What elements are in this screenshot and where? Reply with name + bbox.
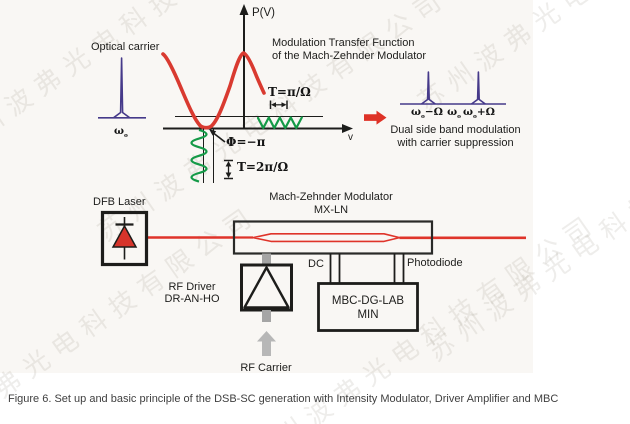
figure-caption: Figure 6. Set up and basic principle of …	[8, 393, 559, 405]
full-period-label: T=2π/Ω	[237, 160, 289, 174]
phase-arrow-line	[213, 132, 226, 143]
lower-sideband-peak	[421, 71, 436, 105]
suppressed-carrier-label: ωo	[447, 106, 461, 121]
mtf-title-line1: Modulation Transfer Function	[272, 37, 415, 49]
setup-diagram	[100, 210, 526, 356]
mzm-box	[232, 220, 434, 255]
mzm-label-line1: Mach-Zehnder Modulator	[269, 191, 393, 203]
phase-arrow-icon	[209, 129, 217, 136]
mbc-box	[317, 282, 419, 332]
upper-sideband-label: ωo+Ω	[462, 106, 495, 121]
dfb-laser-label: DFB Laser	[93, 196, 146, 208]
photodiode-label: Photodiode	[407, 257, 463, 269]
transfer-curve	[161, 51, 266, 130]
half-period-label: T=π/Ω	[268, 85, 311, 99]
optical-output-wave	[256, 116, 303, 130]
lower-sideband-label: ωo−Ω	[410, 106, 443, 121]
full-period-marker-icon	[224, 159, 233, 180]
optical-carrier-label: Optical carrier	[91, 41, 160, 53]
laser-diode-icon	[111, 217, 138, 260]
v-axis-label: v	[348, 132, 353, 143]
dsb-spectrum	[400, 71, 506, 105]
dsb-caption-line1: Dual side band modulation	[390, 124, 521, 136]
rf-drive-wave	[190, 128, 208, 183]
mbc-label-line1: MBC-DG-LAB	[331, 295, 405, 307]
dc-label: DC	[308, 258, 324, 270]
rf-driver-bottom-stub	[262, 310, 271, 322]
upper-sideband-peak	[471, 71, 486, 105]
mbc-label-line2: MIN	[357, 309, 379, 321]
phase-label: Φ=−π	[226, 135, 266, 149]
rf-driver-label-line2: DR-AN-HO	[164, 293, 220, 305]
mzm-waveguide	[252, 233, 401, 243]
half-period-marker-icon	[269, 100, 288, 109]
rf-carrier-arrow-icon	[257, 331, 276, 356]
pv-axis-arrow-icon	[239, 4, 249, 15]
dfb-laser-box	[100, 210, 149, 267]
rf-driver-top-stub	[262, 253, 271, 265]
rf-carrier-label: RF Carrier	[240, 362, 292, 374]
dsb-caption-line2: with carrier suppression	[397, 137, 514, 149]
v-axis-arrow-icon	[342, 124, 353, 133]
optical-carrier-spectrum	[98, 57, 146, 119]
amplifier-triangle-icon	[243, 266, 290, 309]
rf-driver-label-line1: RF Driver	[168, 281, 216, 293]
mtf-title-line2: of the Mach-Zehnder Modulator	[272, 50, 427, 62]
transfer-function-plot	[161, 4, 353, 183]
result-arrow-icon	[364, 110, 387, 125]
carrier-frequency-label: ωo	[114, 125, 128, 140]
carrier-peak	[113, 57, 131, 119]
mzm-label-line2: MX-LN	[313, 204, 349, 216]
pv-axis-label: P(V)	[252, 7, 275, 19]
